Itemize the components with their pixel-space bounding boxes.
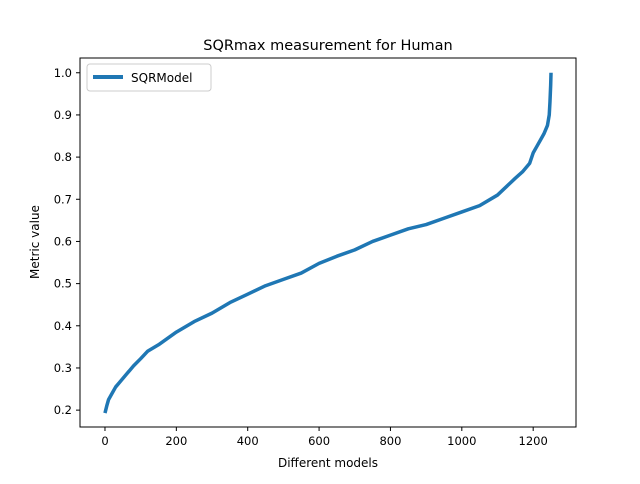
y-tick-label: 0.2 <box>54 403 72 417</box>
y-tick-label: 0.8 <box>54 150 72 164</box>
legend-box <box>86 63 212 92</box>
y-tick-label: 0.3 <box>54 361 72 375</box>
y-tick-label: 1.0 <box>54 66 72 80</box>
y-tick-label: 0.6 <box>54 234 72 248</box>
legend-label: SQRModel <box>131 71 192 85</box>
legend: SQRModel <box>86 63 212 92</box>
y-tick-label: 0.9 <box>54 108 72 122</box>
x-tick-label: 1000 <box>447 434 476 448</box>
x-tick-label: 400 <box>237 434 259 448</box>
series-line-sqrmodel <box>103 72 553 414</box>
x-axis-ticks: 0 200 400 600 800 1000 1200 <box>101 427 548 448</box>
x-tick-label: 200 <box>165 434 187 448</box>
chart-title: SQRmax measurement for Human <box>203 38 453 54</box>
y-axis-label: Metric value <box>28 205 42 279</box>
x-tick-label: 600 <box>308 434 330 448</box>
y-tick-label: 0.7 <box>54 192 72 206</box>
x-tick-label: 1200 <box>519 434 548 448</box>
y-tick-label: 0.5 <box>54 277 72 291</box>
x-tick-label: 0 <box>101 434 108 448</box>
axes-frame <box>79 57 577 428</box>
x-tick-label: 800 <box>379 434 401 448</box>
y-axis-ticks: 0.2 0.3 0.4 0.5 0.6 0.7 0.8 0.9 1.0 <box>54 66 80 417</box>
y-tick-label: 0.4 <box>54 319 72 333</box>
x-axis-label: Different models <box>278 456 378 470</box>
plot-area <box>103 72 553 414</box>
